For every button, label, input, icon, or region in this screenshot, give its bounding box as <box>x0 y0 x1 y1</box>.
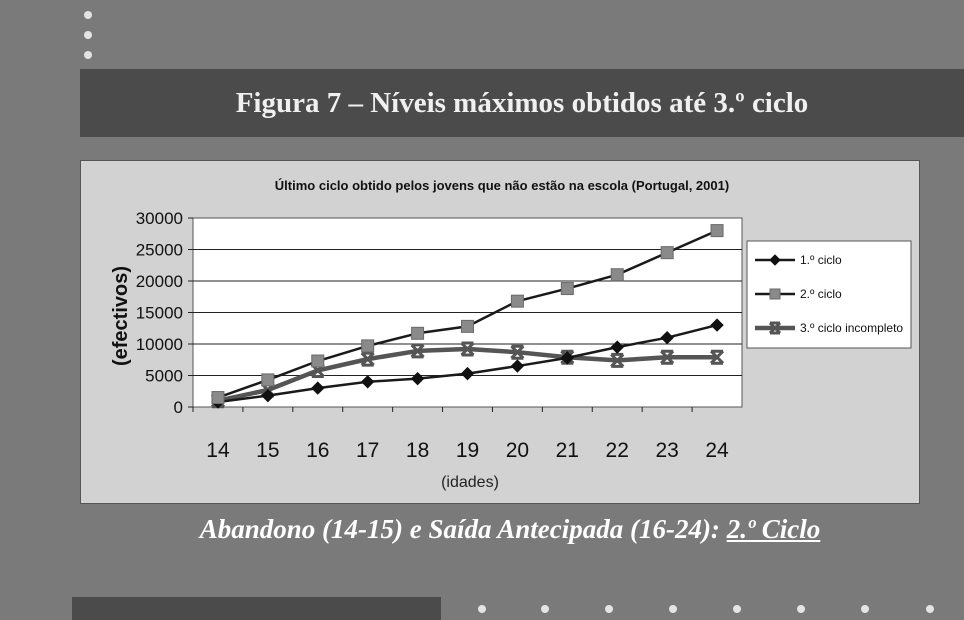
slide-caption: Abandono (14-15) e Saída Antecipada (16-… <box>0 514 964 545</box>
y-axis-ticks: 0 5000 10000 15000 20000 25000 30000 <box>136 209 183 417</box>
data-point <box>311 381 325 395</box>
asterisk-marker <box>660 349 675 365</box>
x-tick-label: 20 <box>506 439 529 462</box>
data-point <box>510 344 525 360</box>
decor-dot <box>861 605 869 613</box>
data-point <box>769 254 781 266</box>
data-point <box>410 371 425 386</box>
chart-container: Último ciclo obtido pelos jovens que não… <box>80 160 920 504</box>
data-point <box>460 341 475 357</box>
data-point <box>311 354 325 368</box>
data-point <box>361 339 375 353</box>
data-point <box>460 366 475 381</box>
asterisk-marker <box>768 321 782 335</box>
decor-dot <box>84 31 92 39</box>
y-tick-label: 0 <box>174 398 183 417</box>
x-tick-label: 14 <box>206 439 230 462</box>
x-tick-label: 16 <box>306 439 329 462</box>
decor-dot <box>669 605 677 613</box>
y-tick-label: 10000 <box>136 335 183 354</box>
x-tick-label: 19 <box>456 439 479 462</box>
x-tick-label: 24 <box>705 439 729 462</box>
data-point <box>310 362 325 378</box>
data-point <box>411 326 425 340</box>
data-point <box>461 319 474 333</box>
x-axis-ticks: 14 15 16 17 18 19 20 21 22 23 24 <box>192 407 729 462</box>
y-axis-label: (efectivos) <box>110 266 132 366</box>
decor-dot <box>605 605 613 613</box>
slide-title: Figura 7 – Níveis máximos obtidos até 3.… <box>235 86 809 119</box>
data-point <box>560 282 574 296</box>
decor-dot <box>926 605 934 613</box>
data-point <box>560 351 575 365</box>
chart-title: Último ciclo obtido pelos jovens que não… <box>275 178 729 193</box>
data-point <box>510 294 524 308</box>
y-tick-label: 30000 <box>136 209 183 228</box>
x-axis-label: (idades) <box>441 474 499 491</box>
y-tick-label: 15000 <box>136 304 183 323</box>
legend-label: 2.º ciclo <box>800 287 842 301</box>
caption-highlight: 2.º Ciclo <box>726 514 821 544</box>
data-point <box>709 349 725 365</box>
y-tick-label: 20000 <box>136 272 183 291</box>
footer-band <box>72 597 441 620</box>
gridlines <box>188 217 742 408</box>
x-tick-label: 23 <box>655 439 678 462</box>
decor-dot <box>84 51 92 59</box>
data-point <box>261 388 275 403</box>
data-point <box>660 330 674 345</box>
y-tick-label: 5000 <box>145 367 183 386</box>
asterisk-marker <box>510 344 525 360</box>
data-point <box>710 318 724 332</box>
data-point <box>768 321 782 335</box>
title-band: Figura 7 – Níveis máximos obtidos até 3.… <box>80 69 964 137</box>
decor-dot <box>478 605 486 613</box>
data-point <box>211 391 225 405</box>
data-point <box>410 343 425 359</box>
data-point <box>610 352 625 368</box>
data-point <box>360 351 375 367</box>
decor-dot <box>797 605 805 613</box>
data-point <box>769 288 781 300</box>
legend-label: 1.º ciclo <box>800 253 842 267</box>
data-point <box>710 224 724 238</box>
asterisk-marker <box>310 362 325 378</box>
data-point <box>660 246 674 260</box>
data-point <box>261 373 275 387</box>
decor-dot <box>733 605 741 613</box>
x-tick-label: 15 <box>256 439 279 462</box>
decor-dot <box>541 605 549 613</box>
x-tick-label: 21 <box>556 439 579 462</box>
y-tick-label: 25000 <box>136 241 183 260</box>
data-point <box>360 375 375 389</box>
line-chart: Último ciclo obtido pelos jovens que não… <box>110 178 912 491</box>
asterisk-marker <box>709 349 725 365</box>
data-point <box>610 340 624 354</box>
series-layer <box>210 224 725 409</box>
data-point <box>510 359 525 373</box>
asterisk-marker <box>410 343 425 359</box>
legend-label: 3.º ciclo incompleto <box>800 321 903 335</box>
legend: 1.º ciclo 2.º ciclo 3.º ciclo incompleto <box>746 240 912 349</box>
x-tick-label: 17 <box>356 439 379 462</box>
asterisk-marker <box>610 352 625 368</box>
x-tick-label: 18 <box>406 439 429 462</box>
asterisk-marker <box>360 351 375 367</box>
asterisk-marker <box>460 341 475 357</box>
data-point <box>610 268 624 282</box>
x-tick-label: 22 <box>606 439 629 462</box>
decor-dot <box>84 11 92 19</box>
caption-text: Abandono (14-15) e Saída Antecipada (16-… <box>199 514 727 544</box>
data-point <box>660 349 675 365</box>
